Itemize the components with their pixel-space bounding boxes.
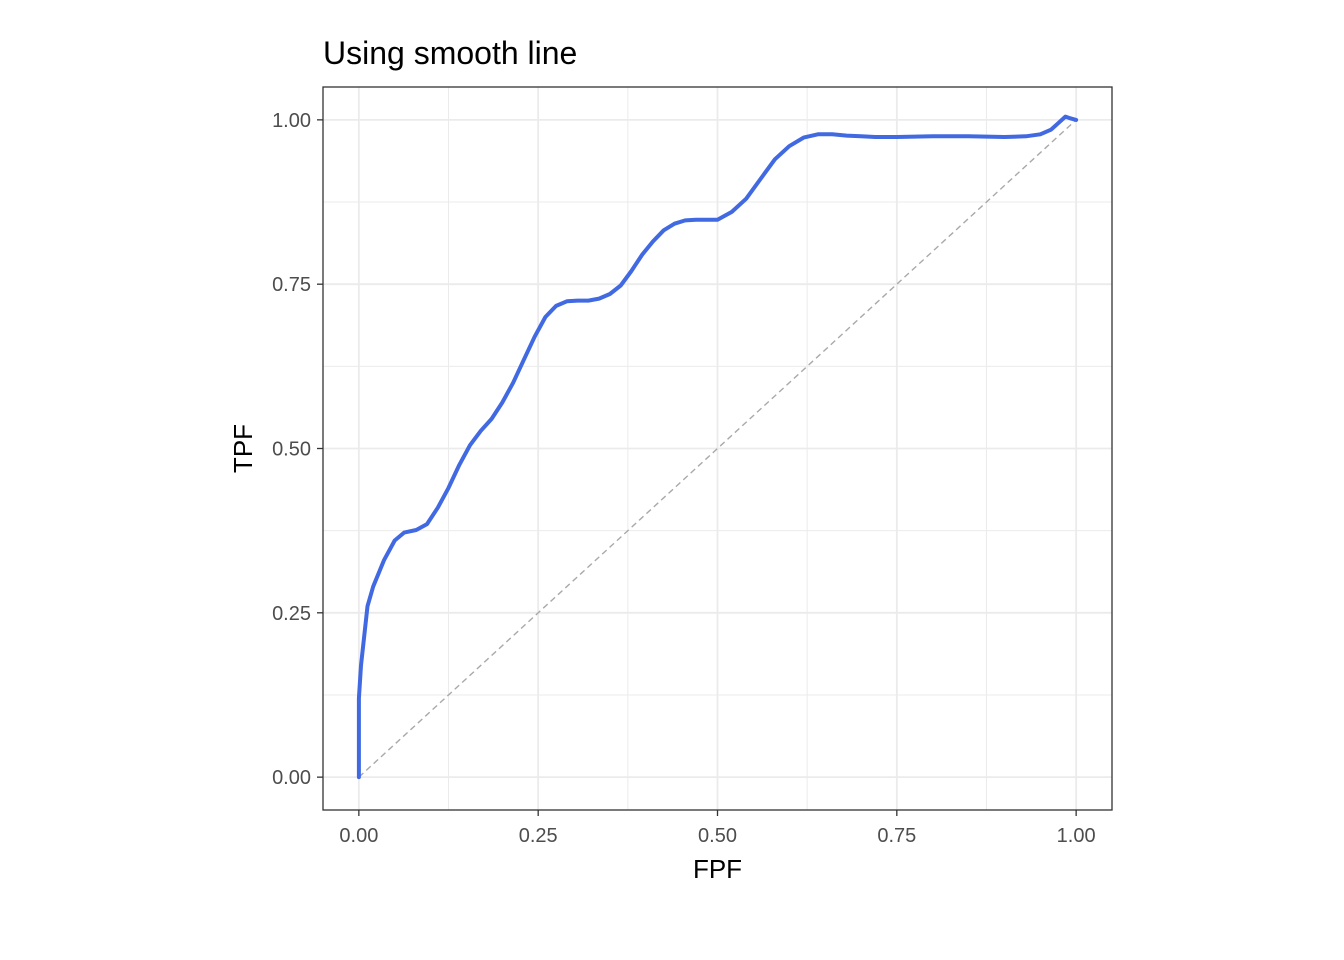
x-tick-label: 0.75 (877, 825, 916, 847)
smooth-roc-curve (356, 114, 1079, 780)
y-tick-label: 0.75 (272, 274, 311, 296)
y-tick-label: 0.50 (272, 439, 311, 461)
x-tick-label: 1.00 (1057, 825, 1096, 847)
y-tick-label: 0.00 (272, 767, 311, 789)
y-axis-ticks: 0.00 0.25 0.50 0.75 1.00 (272, 110, 323, 789)
x-tick-label: 0.25 (519, 825, 558, 847)
x-axis-title: FPF (693, 854, 742, 884)
y-tick-label: 1.00 (272, 110, 311, 132)
major-gridlines (323, 87, 1112, 810)
y-axis-title: TPF (228, 424, 258, 473)
x-tick-label: 0.50 (698, 825, 737, 847)
chart-title: Using smooth line (323, 35, 577, 71)
x-tick-label: 0.00 (339, 825, 378, 847)
reference-diagonal-line (358, 119, 1077, 778)
x-axis-ticks: 0.00 0.25 0.50 0.75 1.00 (339, 810, 1096, 847)
y-tick-label: 0.25 (272, 603, 311, 625)
